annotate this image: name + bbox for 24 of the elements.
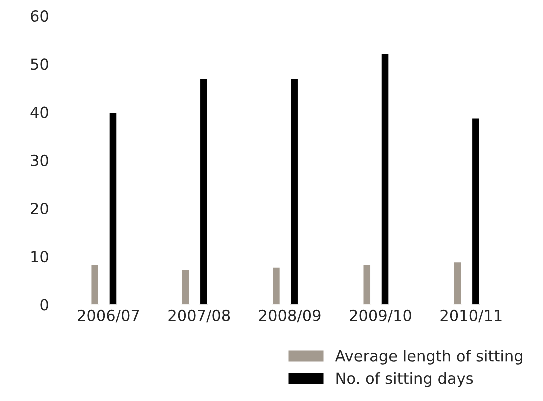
bar bbox=[108, 112, 118, 305]
x-tick-label: 2006/07 bbox=[78, 310, 140, 323]
y-tick-label: 50 bbox=[31, 58, 48, 70]
x-tick-label: 2009/10 bbox=[350, 310, 412, 323]
y-tick-label: 40 bbox=[30, 106, 48, 118]
bar bbox=[362, 264, 372, 305]
bar bbox=[199, 78, 209, 305]
legend-label: Average length of sitting bbox=[335, 350, 522, 365]
x-tick-label: 2008/09 bbox=[259, 310, 321, 323]
y-tick-label: 30 bbox=[31, 154, 48, 166]
x-tick-label: 2007/08 bbox=[168, 310, 230, 323]
bar bbox=[181, 268, 191, 305]
bar bbox=[290, 78, 300, 305]
bar bbox=[272, 266, 282, 305]
legend-label: No. of sitting days bbox=[336, 372, 474, 388]
bar bbox=[453, 261, 463, 305]
bar bbox=[380, 52, 390, 305]
y-tick-label: 0 bbox=[40, 299, 48, 311]
bar bbox=[90, 264, 100, 305]
x-tick-label: 2010/11 bbox=[440, 310, 502, 323]
y-tick-label: 20 bbox=[31, 202, 48, 215]
y-tick-label: 60 bbox=[31, 10, 48, 22]
y-tick-label: 10 bbox=[32, 251, 48, 263]
bar bbox=[471, 117, 481, 305]
